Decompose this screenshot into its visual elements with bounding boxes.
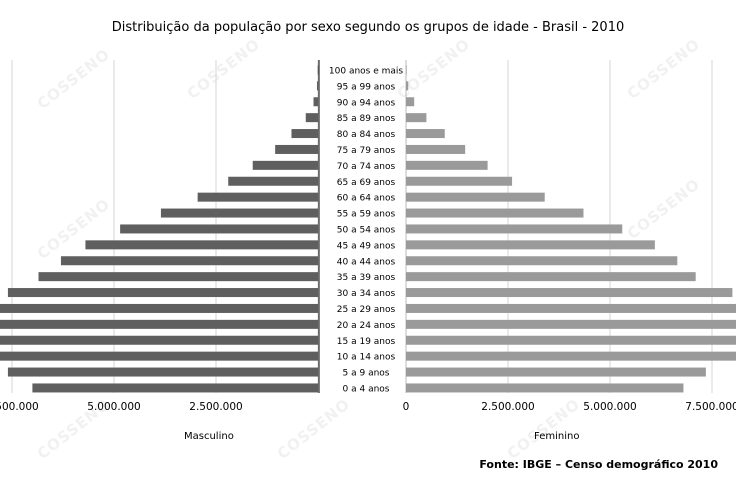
bar-masculino (0, 319, 319, 329)
age-group-label: 35 a 39 anos (337, 273, 396, 283)
bar-masculino (32, 383, 319, 393)
age-group-label: 5 a 9 anos (343, 369, 390, 379)
bar-masculino (228, 176, 318, 186)
bar-feminino (406, 351, 736, 361)
female-tick-label: 7.500.000 (685, 401, 736, 413)
age-group-label: 55 a 59 anos (337, 210, 396, 220)
age-group-label: 75 a 79 anos (337, 146, 396, 156)
bar-masculino (85, 240, 318, 250)
bar-feminino (406, 240, 655, 250)
bar-masculino (0, 303, 318, 313)
bar-masculino (291, 129, 318, 139)
bar-masculino (316, 81, 318, 91)
source-note: Fonte: IBGE – Censo demográfico 2010 (479, 458, 718, 471)
bar-masculino (60, 256, 319, 266)
bar-masculino (317, 65, 319, 75)
bar-feminino (406, 367, 706, 377)
age-group-label: 45 a 49 anos (337, 241, 396, 251)
chart-title: Distribuição da população por sexo segun… (111, 20, 625, 35)
age-group-label: 80 a 84 anos (337, 130, 396, 140)
age-group-label: 50 a 54 anos (337, 225, 396, 235)
age-group-label: 90 a 94 anos (337, 98, 396, 108)
bar-feminino (406, 383, 684, 393)
bar-feminino (406, 272, 696, 282)
age-group-label: 100 anos e mais (329, 66, 403, 76)
bar-masculino (313, 97, 318, 107)
age-group-label: 40 a 44 anos (337, 257, 396, 267)
bar-feminino (406, 288, 733, 298)
age-group-label: 70 a 74 anos (337, 162, 396, 172)
male-axis-title: Masculino (184, 431, 234, 442)
bar-masculino (197, 192, 318, 202)
bar-feminino (406, 192, 545, 202)
male-tick-label: 2.500.000 (189, 401, 242, 413)
bar-feminino (406, 65, 407, 75)
bar-feminino (406, 129, 445, 139)
female-tick-label: 2.500.000 (481, 401, 534, 413)
bar-masculino (0, 351, 318, 361)
bar-feminino (406, 208, 584, 218)
bar-feminino (406, 256, 678, 266)
bar-feminino (406, 81, 409, 91)
bar-feminino (406, 113, 427, 123)
bar-feminino (406, 176, 513, 186)
bar-masculino (0, 335, 318, 345)
bar-masculino (305, 113, 318, 123)
bar-masculino (160, 208, 318, 218)
bar-feminino (406, 335, 736, 345)
bar-masculino (275, 144, 318, 154)
age-group-label: 60 a 64 anos (337, 194, 396, 204)
bar-feminino (406, 224, 623, 234)
age-group-label: 10 a 14 anos (337, 353, 396, 363)
age-group-label: 25 a 29 anos (337, 305, 396, 315)
bar-masculino (38, 272, 319, 282)
age-group-label: 15 a 19 anos (337, 337, 396, 347)
age-group-label: 0 a 4 anos (343, 384, 390, 394)
age-group-label: 30 a 34 anos (337, 289, 396, 299)
male-tick-label: 7.500.000 (0, 401, 39, 413)
bar-feminino (406, 160, 488, 170)
female-axis-title: Feminino (534, 431, 580, 442)
bar-feminino (406, 144, 466, 154)
bar-masculino (7, 288, 318, 298)
age-group-label: 95 a 99 anos (337, 82, 396, 92)
female-tick-label: 5.000.000 (583, 401, 636, 413)
female-tick-label: 0 (403, 401, 410, 413)
bar-masculino (7, 367, 318, 377)
male-tick-label: 5.000.000 (87, 401, 140, 413)
bar-feminino (406, 97, 415, 107)
age-group-label: 65 a 69 anos (337, 178, 396, 188)
age-group-label: 85 a 89 anos (337, 114, 396, 124)
age-group-label: 20 a 24 anos (337, 321, 396, 331)
bar-masculino (252, 160, 318, 170)
bar-feminino (406, 303, 736, 313)
bar-feminino (406, 319, 736, 329)
bar-masculino (120, 224, 319, 234)
